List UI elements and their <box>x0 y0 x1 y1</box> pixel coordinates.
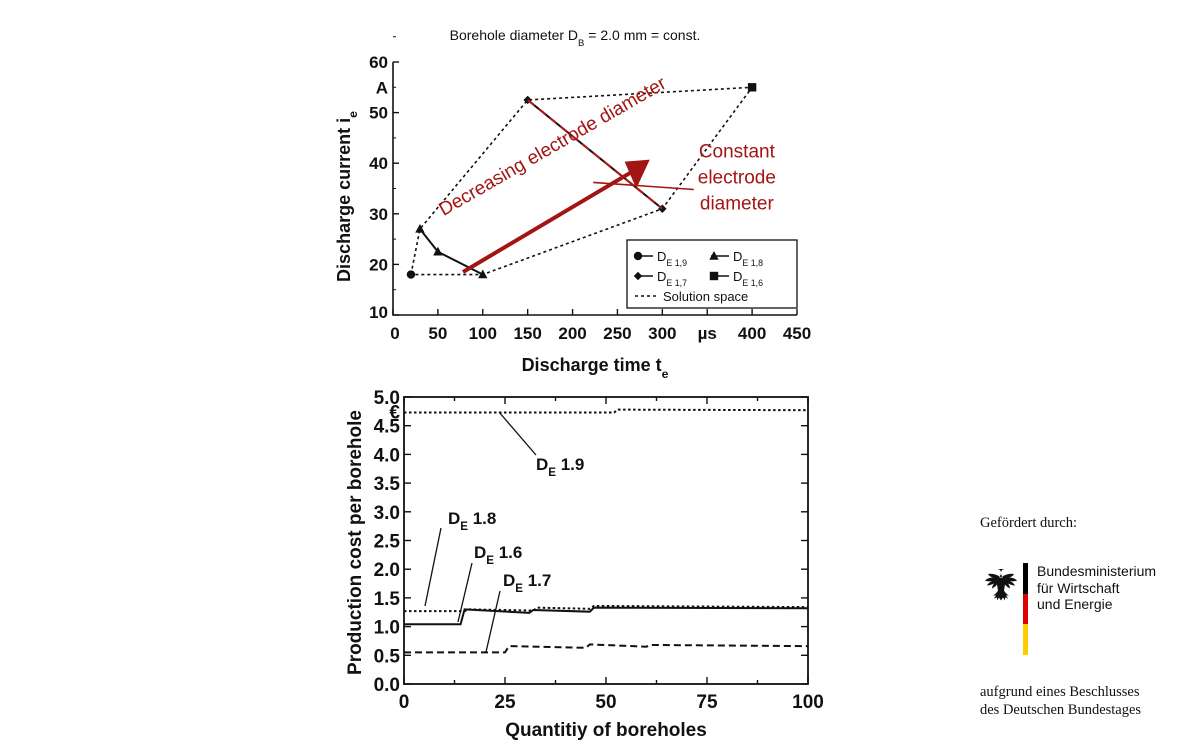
chart2-y-tick-label: 4.5 <box>374 417 401 438</box>
decision-line: aufgrund eines Beschlusses <box>980 684 1140 700</box>
legend-label: DE 1,8 <box>733 249 763 268</box>
data-point-square <box>747 83 757 92</box>
constant-diameter-leader <box>593 181 694 191</box>
ministry-name: Bundesministerium für Wirtschaft und Ene… <box>1037 563 1156 613</box>
chart1-x-tick-label: 400 <box>738 324 766 343</box>
chart2-y-tick-label: 3.5 <box>374 474 401 495</box>
legend-label: DE 1,9 <box>657 249 687 268</box>
chart2-y-tick-label: 2.0 <box>374 560 400 581</box>
chart2-y-tick-label: 1.5 <box>374 589 401 610</box>
chart2-plot-frame <box>403 396 809 685</box>
chart1-x-tick-label: 150 <box>513 324 541 343</box>
legend-marker-circle <box>633 251 643 261</box>
chart1-x-tick-label: 50 <box>428 324 447 343</box>
chart2-x-tick-label: 0 <box>399 692 410 713</box>
data-point-triangle <box>415 223 425 233</box>
chart2-x-tick-label: 50 <box>595 692 616 713</box>
series-callout-label: DE 1.9 <box>536 455 584 479</box>
chart1-x-tick-label: 100 <box>469 324 497 343</box>
chart1-x-tick-label: 450 <box>783 324 811 343</box>
series-callout-leader <box>457 562 473 623</box>
data-point-diamond <box>523 95 532 105</box>
funding-by-label: Gefördert durch: <box>980 515 1078 531</box>
federal-eagle-icon <box>985 569 1017 601</box>
decision-line: des Deutschen Bundestages <box>980 702 1142 718</box>
ministry-line: Bundesministerium <box>1037 563 1157 579</box>
chart2-x-axis-label: Quantitiy of boreholes <box>505 720 707 741</box>
constant-diameter-annotation: electrode <box>698 168 776 189</box>
chart1-y-axis-label: Discharge current ie <box>334 111 360 282</box>
chart1-y-tick-label: 30 <box>369 205 388 224</box>
chart2-y-tick-label: 2.5 <box>374 532 401 553</box>
legend-label: DE 1,7 <box>657 269 687 288</box>
ministry-line: und Energie <box>1037 596 1113 612</box>
series-callout-leader <box>498 411 537 456</box>
flag-stripe-gold <box>1023 624 1028 655</box>
flag-stripe-black <box>1023 563 1028 594</box>
chart2-y-tick-label: 4.0 <box>374 445 400 466</box>
series-callout-label: DE 1.7 <box>503 571 551 595</box>
cost-line-1-6 <box>404 606 809 626</box>
legend-marker-triangle <box>709 251 719 260</box>
chart2-y-tick-label: 0.0 <box>374 675 400 696</box>
constant-diameter-line <box>527 99 663 210</box>
chart2-y-unit: € <box>389 402 400 423</box>
chart1-y-tick-label: 60 <box>369 53 388 72</box>
chart1-x-axis-label: Discharge time te <box>522 355 669 381</box>
series-callout-label: DE 1.6 <box>474 543 522 567</box>
cost-line-1-7 <box>404 643 809 654</box>
chart1-x-tick-label: 250 <box>603 324 631 343</box>
chart2-y-axis-label: Production cost per borehole <box>345 410 366 675</box>
decreasing-diameter-annotation: Decreasing electrode diameter <box>435 73 670 221</box>
series-callout-label: DE 1.8 <box>448 509 496 533</box>
chart1-y-tick-label: 40 <box>369 154 388 173</box>
cost-line-1-9 <box>404 408 809 414</box>
chart1-y-tick-label: 20 <box>369 255 388 274</box>
chart2-x-tick-label: 100 <box>792 692 824 713</box>
legend-marker-diamond <box>633 271 643 281</box>
series-callout-leader <box>485 590 501 653</box>
chart2-x-tick-label: 75 <box>696 692 718 713</box>
series-callout-leader <box>424 527 442 607</box>
chart1-y-unit: A <box>376 78 388 97</box>
legend-label: DE 1,6 <box>733 269 763 288</box>
chart1-y-tick-label: 50 <box>369 104 388 123</box>
ministry-line: für Wirtschaft <box>1037 579 1120 596</box>
constant-diameter-annotation: diameter <box>700 194 775 215</box>
chart1-x-tick-label: 200 <box>558 324 586 343</box>
data-point-circle <box>406 270 416 279</box>
chart1-x-tick-label: 0 <box>390 324 399 343</box>
chart2-y-tick-label: 3.0 <box>374 503 400 524</box>
chart1-y-tick-label: 10 <box>369 303 388 322</box>
chart2-y-tick-label: 1.0 <box>374 618 400 639</box>
chart1-title: Borehole diameter DB = 2.0 mm = const. <box>450 27 701 49</box>
flag-stripe-red <box>1023 593 1028 625</box>
data-point-triangle <box>433 246 443 256</box>
german-flag-stripe <box>1023 563 1028 655</box>
legend-marker-square <box>709 271 719 281</box>
chart1-x-tick-label: 300 <box>648 324 676 343</box>
chart2-y-tick-label: 0.5 <box>374 646 401 667</box>
decreasing-diameter-arrow-shaft <box>462 169 635 274</box>
chart2-y-tick-label: 5.0 <box>374 388 400 409</box>
data-point-triangle <box>478 269 488 279</box>
constant-diameter-annotation: Constant <box>699 142 776 163</box>
legend-label: Solution space <box>663 289 748 304</box>
decreasing-diameter-arrow-head <box>624 159 650 189</box>
bundestag-decision-note: aufgrund eines Beschlusses des Deutschen… <box>980 683 1141 719</box>
chart2-x-tick-label: 25 <box>494 692 516 713</box>
chart1-x-unit: µs <box>698 324 717 343</box>
